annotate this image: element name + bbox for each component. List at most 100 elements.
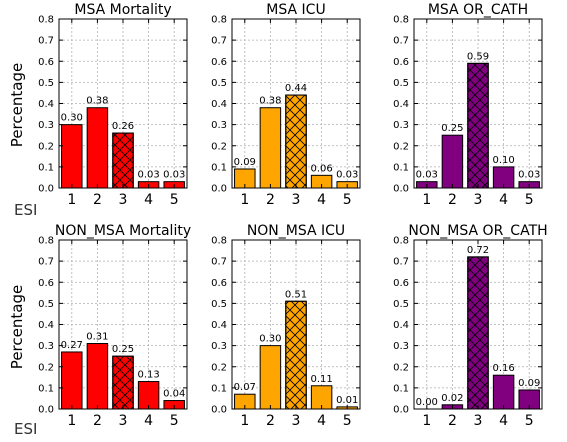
x-tick-label: 3 — [292, 413, 301, 429]
panel-title: NON_MSA OR_CATH — [408, 223, 547, 239]
y-tick-label: 0.7 — [38, 257, 54, 268]
bar-value-label: 0.25 — [112, 344, 134, 355]
y-tick-label: 0.7 — [211, 36, 227, 47]
bar-value-label: 0.31 — [86, 332, 108, 343]
y-tick-label: 0.4 — [211, 99, 227, 110]
panel-title: NON_MSA ICU — [247, 223, 345, 239]
y-tick-label: 0.5 — [38, 299, 54, 310]
bar-value-label: 0.25 — [441, 123, 463, 134]
chart-panel: 0.300.38 0.26 0.03 0.03 0.0 0.1 0.2 0.3 0.4 0.5 0.… — [8, 2, 188, 219]
x-tick-label: 4 — [144, 413, 153, 429]
x-tick-label: 4 — [499, 192, 508, 208]
y-tick-label: 0.7 — [393, 36, 409, 47]
y-tick-label: 0.8 — [38, 236, 54, 247]
bar-value-label: 0.03 — [518, 170, 540, 181]
y-tick-label: 0.7 — [211, 257, 227, 268]
y-tick-label: 0.8 — [38, 15, 54, 26]
y-tick-label: 0.1 — [211, 162, 227, 173]
y-tick-label: 0.1 — [393, 162, 409, 173]
x-tick-label: 2 — [448, 413, 457, 429]
y-tick-label: 0.6 — [211, 278, 227, 289]
bar-value-label: 0.11 — [310, 374, 332, 385]
y-tick-label: 0.6 — [211, 57, 227, 68]
bar-value-label: 0.13 — [137, 370, 159, 381]
bar-value-label: 0.72 — [467, 245, 489, 256]
y-tick-label: 0.2 — [393, 141, 409, 152]
bar — [86, 107, 109, 189]
y-tick-label: 0.1 — [393, 383, 409, 394]
panel-title: MSA OR_CATH — [428, 2, 528, 18]
x-tick-label: 5 — [170, 192, 179, 208]
y-tick-label: 0.4 — [38, 99, 54, 110]
bar — [259, 107, 282, 189]
chart-panel: 0.270.31 0.25 0.13 0.04 0.0 0.1 0.2 0.3 0.4 0.5 0.… — [8, 223, 191, 438]
y-tick-label: 0.0 — [393, 184, 409, 195]
x-tick-label: 1 — [240, 192, 249, 208]
bar-hatch — [467, 62, 489, 189]
bar-value-label: 0.38 — [259, 96, 281, 107]
y-axis-label: Percentage — [8, 285, 26, 369]
x-tick-label: 4 — [317, 413, 326, 429]
bar — [259, 345, 282, 410]
bar-value-label: 0.44 — [285, 83, 307, 94]
x-tick-label: 4 — [499, 413, 508, 429]
y-tick-label: 0.2 — [211, 362, 227, 373]
y-tick-label: 0.6 — [38, 278, 54, 289]
x-tick-label: 1 — [240, 413, 249, 429]
y-tick-label: 0.6 — [38, 57, 54, 68]
y-tick-label: 0.1 — [38, 162, 54, 173]
y-tick-label: 0.8 — [393, 236, 409, 247]
y-tick-label: 0.3 — [38, 341, 54, 352]
y-tick-label: 0.3 — [393, 341, 409, 352]
y-tick-label: 0.2 — [211, 141, 227, 152]
bar-value-label: 0.09 — [234, 157, 256, 168]
bar-value-label: 0.07 — [234, 382, 256, 393]
bar-value-label: 0.03 — [163, 170, 185, 181]
bar-value-label: 0.06 — [310, 163, 332, 174]
y-tick-label: 0.0 — [38, 184, 54, 195]
y-tick-label: 0.0 — [211, 405, 227, 416]
chart-panel: 0.03 0.25 0.59 0.10 0.03 0.0 0.1 0.2 0.3 0.4 0.5 0.… — [393, 2, 543, 208]
bar — [492, 374, 515, 410]
y-tick-label: 0.3 — [38, 120, 54, 131]
y-tick-label: 0.6 — [393, 57, 409, 68]
y-tick-label: 0.5 — [393, 299, 409, 310]
y-tick-label: 0.2 — [38, 141, 54, 152]
bar-value-label: 0.26 — [112, 121, 134, 132]
x-tick-label: 3 — [474, 192, 483, 208]
bar-value-label: 0.03 — [416, 170, 438, 181]
x-tick-label: 5 — [525, 192, 534, 208]
y-tick-label: 0.0 — [38, 405, 54, 416]
panel-title: NON_MSA Mortality — [55, 223, 191, 239]
y-tick-label: 0.8 — [393, 15, 409, 26]
bar-hatch — [112, 355, 134, 410]
chart-panels: 0.300.380.260.03 0.030.00.10.20.30.40.50.… — [8, 2, 548, 438]
bar-value-label: 0.03 — [336, 170, 358, 181]
bar-hatch — [467, 256, 489, 410]
bar-value-label: 0.09 — [518, 378, 540, 389]
bar-value-label: 0.04 — [163, 389, 185, 400]
y-tick-label: 0.4 — [211, 320, 227, 331]
y-tick-label: 0.1 — [211, 383, 227, 394]
y-tick-label: 0.5 — [211, 299, 227, 310]
x-tick-label: 1 — [422, 413, 431, 429]
y-tick-label: 0.3 — [211, 120, 227, 131]
bar-value-label: 0.51 — [285, 289, 307, 300]
panel-title: MSA ICU — [266, 2, 325, 18]
bar-value-label: 0.59 — [467, 51, 489, 62]
y-tick-label: 0.3 — [393, 120, 409, 131]
bar-hatch — [285, 300, 307, 410]
y-tick-label: 0.2 — [393, 362, 409, 373]
y-tick-label: 0.7 — [393, 257, 409, 268]
x-tick-label: 3 — [119, 192, 128, 208]
panel-title: MSA Mortality — [74, 2, 171, 18]
y-tick-label: 0.2 — [38, 362, 54, 373]
bar — [86, 343, 109, 410]
x-axis-label: ESI — [14, 420, 37, 438]
y-axis-label: Percentage — [8, 63, 26, 147]
bar-value-label: 0.30 — [259, 334, 281, 345]
bar-hatch — [112, 132, 134, 189]
x-tick-label: 1 — [422, 192, 431, 208]
x-tick-label: 3 — [119, 413, 128, 429]
